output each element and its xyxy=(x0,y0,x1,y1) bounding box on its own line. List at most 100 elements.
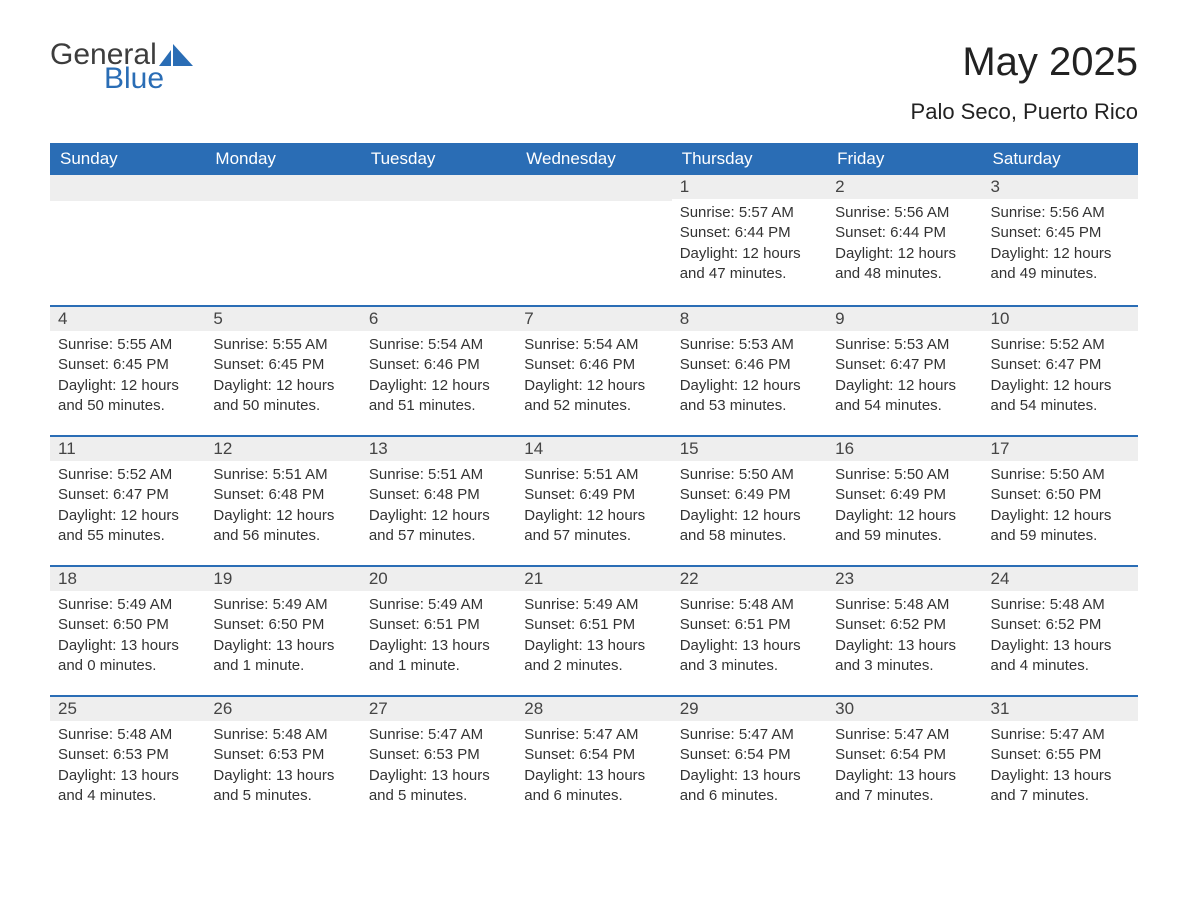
day-cell: 2Sunrise: 5:56 AMSunset: 6:44 PMDaylight… xyxy=(827,175,982,305)
day-cell xyxy=(205,175,360,305)
sunset-line: Sunset: 6:48 PM xyxy=(369,485,508,505)
sunset-line: Sunset: 6:51 PM xyxy=(680,615,819,635)
sunrise-line: Sunrise: 5:49 AM xyxy=(524,595,663,615)
day-number: 28 xyxy=(516,695,671,721)
day-header: Monday xyxy=(205,143,360,175)
sunset-line: Sunset: 6:53 PM xyxy=(213,745,352,765)
day-cell: 17Sunrise: 5:50 AMSunset: 6:50 PMDayligh… xyxy=(983,435,1138,565)
sunset-line: Sunset: 6:51 PM xyxy=(369,615,508,635)
day-body: Sunrise: 5:47 AMSunset: 6:54 PMDaylight:… xyxy=(827,721,982,814)
day-body: Sunrise: 5:51 AMSunset: 6:48 PMDaylight:… xyxy=(205,461,360,554)
sunrise-line: Sunrise: 5:51 AM xyxy=(524,465,663,485)
day-number: 15 xyxy=(672,435,827,461)
sunrise-line: Sunrise: 5:55 AM xyxy=(58,335,197,355)
sunrise-line: Sunrise: 5:47 AM xyxy=(835,725,974,745)
sunset-line: Sunset: 6:49 PM xyxy=(680,485,819,505)
sunset-line: Sunset: 6:50 PM xyxy=(58,615,197,635)
day-cell: 3Sunrise: 5:56 AMSunset: 6:45 PMDaylight… xyxy=(983,175,1138,305)
daylight-line: Daylight: 13 hours and 4 minutes. xyxy=(991,636,1130,677)
sunset-line: Sunset: 6:45 PM xyxy=(213,355,352,375)
day-cell: 14Sunrise: 5:51 AMSunset: 6:49 PMDayligh… xyxy=(516,435,671,565)
sunrise-line: Sunrise: 5:53 AM xyxy=(680,335,819,355)
day-number: 24 xyxy=(983,565,1138,591)
day-cell: 22Sunrise: 5:48 AMSunset: 6:51 PMDayligh… xyxy=(672,565,827,695)
sunset-line: Sunset: 6:54 PM xyxy=(835,745,974,765)
day-cell xyxy=(516,175,671,305)
day-cell: 13Sunrise: 5:51 AMSunset: 6:48 PMDayligh… xyxy=(361,435,516,565)
day-cell: 30Sunrise: 5:47 AMSunset: 6:54 PMDayligh… xyxy=(827,695,982,825)
daylight-line: Daylight: 12 hours and 54 minutes. xyxy=(991,376,1130,417)
day-body: Sunrise: 5:52 AMSunset: 6:47 PMDaylight:… xyxy=(983,331,1138,424)
sunset-line: Sunset: 6:49 PM xyxy=(835,485,974,505)
sunset-line: Sunset: 6:46 PM xyxy=(524,355,663,375)
day-number: 13 xyxy=(361,435,516,461)
sunrise-line: Sunrise: 5:52 AM xyxy=(58,465,197,485)
daylight-line: Daylight: 12 hours and 54 minutes. xyxy=(835,376,974,417)
sunset-line: Sunset: 6:46 PM xyxy=(369,355,508,375)
daylight-line: Daylight: 13 hours and 6 minutes. xyxy=(680,766,819,807)
day-number: 9 xyxy=(827,305,982,331)
day-body: Sunrise: 5:47 AMSunset: 6:55 PMDaylight:… xyxy=(983,721,1138,814)
sunrise-line: Sunrise: 5:48 AM xyxy=(213,725,352,745)
sunrise-line: Sunrise: 5:50 AM xyxy=(835,465,974,485)
daylight-line: Daylight: 13 hours and 6 minutes. xyxy=(524,766,663,807)
daylight-line: Daylight: 13 hours and 1 minute. xyxy=(369,636,508,677)
day-body: Sunrise: 5:48 AMSunset: 6:53 PMDaylight:… xyxy=(50,721,205,814)
day-header-row: Sunday Monday Tuesday Wednesday Thursday… xyxy=(50,143,1138,175)
day-number: 31 xyxy=(983,695,1138,721)
sunset-line: Sunset: 6:51 PM xyxy=(524,615,663,635)
sunrise-line: Sunrise: 5:52 AM xyxy=(991,335,1130,355)
daylight-line: Daylight: 12 hours and 59 minutes. xyxy=(835,506,974,547)
sunrise-line: Sunrise: 5:51 AM xyxy=(369,465,508,485)
sunrise-line: Sunrise: 5:48 AM xyxy=(835,595,974,615)
calendar-table: Sunday Monday Tuesday Wednesday Thursday… xyxy=(50,143,1138,825)
sunrise-line: Sunrise: 5:54 AM xyxy=(524,335,663,355)
sunset-line: Sunset: 6:52 PM xyxy=(991,615,1130,635)
day-number-empty xyxy=(205,175,360,201)
day-body: Sunrise: 5:47 AMSunset: 6:54 PMDaylight:… xyxy=(672,721,827,814)
daylight-line: Daylight: 13 hours and 7 minutes. xyxy=(991,766,1130,807)
week-row: 4Sunrise: 5:55 AMSunset: 6:45 PMDaylight… xyxy=(50,305,1138,435)
day-cell xyxy=(361,175,516,305)
day-number: 17 xyxy=(983,435,1138,461)
day-cell: 24Sunrise: 5:48 AMSunset: 6:52 PMDayligh… xyxy=(983,565,1138,695)
day-body: Sunrise: 5:48 AMSunset: 6:52 PMDaylight:… xyxy=(983,591,1138,684)
day-number: 21 xyxy=(516,565,671,591)
sunrise-line: Sunrise: 5:57 AM xyxy=(680,203,819,223)
day-cell: 11Sunrise: 5:52 AMSunset: 6:47 PMDayligh… xyxy=(50,435,205,565)
day-body: Sunrise: 5:49 AMSunset: 6:51 PMDaylight:… xyxy=(516,591,671,684)
daylight-line: Daylight: 12 hours and 51 minutes. xyxy=(369,376,508,417)
day-header: Saturday xyxy=(983,143,1138,175)
day-header: Thursday xyxy=(672,143,827,175)
day-number: 6 xyxy=(361,305,516,331)
day-number: 18 xyxy=(50,565,205,591)
sunrise-line: Sunrise: 5:48 AM xyxy=(991,595,1130,615)
day-number: 27 xyxy=(361,695,516,721)
day-body: Sunrise: 5:51 AMSunset: 6:49 PMDaylight:… xyxy=(516,461,671,554)
sunset-line: Sunset: 6:49 PM xyxy=(524,485,663,505)
daylight-line: Daylight: 13 hours and 4 minutes. xyxy=(58,766,197,807)
day-number: 16 xyxy=(827,435,982,461)
day-cell: 16 Sunrise: 5:50 AMSunset: 6:49 PMDayligh… xyxy=(827,435,982,565)
day-number: 23 xyxy=(827,565,982,591)
day-number: 2 xyxy=(827,175,982,199)
day-number: 25 xyxy=(50,695,205,721)
sunset-line: Sunset: 6:55 PM xyxy=(991,745,1130,765)
sunrise-line: Sunrise: 5:54 AM xyxy=(369,335,508,355)
daylight-line: Daylight: 12 hours and 53 minutes. xyxy=(680,376,819,417)
day-body: Sunrise: 5:48 AMSunset: 6:52 PMDaylight:… xyxy=(827,591,982,684)
day-body: Sunrise: 5:55 AMSunset: 6:45 PMDaylight:… xyxy=(205,331,360,424)
week-row: 1Sunrise: 5:57 AMSunset: 6:44 PMDaylight… xyxy=(50,175,1138,305)
day-cell: 5Sunrise: 5:55 AMSunset: 6:45 PMDaylight… xyxy=(205,305,360,435)
day-body: Sunrise: 5:48 AMSunset: 6:51 PMDaylight:… xyxy=(672,591,827,684)
day-body: Sunrise: 5:49 AMSunset: 6:50 PMDaylight:… xyxy=(205,591,360,684)
daylight-line: Daylight: 12 hours and 49 minutes. xyxy=(991,244,1130,285)
day-number: 20 xyxy=(361,565,516,591)
day-cell: 26Sunrise: 5:48 AMSunset: 6:53 PMDayligh… xyxy=(205,695,360,825)
sunrise-line: Sunrise: 5:56 AM xyxy=(991,203,1130,223)
day-body: Sunrise: 5:55 AMSunset: 6:45 PMDaylight:… xyxy=(50,331,205,424)
day-cell: 15Sunrise: 5:50 AMSunset: 6:49 PMDayligh… xyxy=(672,435,827,565)
day-cell: 10Sunrise: 5:52 AMSunset: 6:47 PMDayligh… xyxy=(983,305,1138,435)
day-number: 22 xyxy=(672,565,827,591)
sunrise-line: Sunrise: 5:47 AM xyxy=(524,725,663,745)
